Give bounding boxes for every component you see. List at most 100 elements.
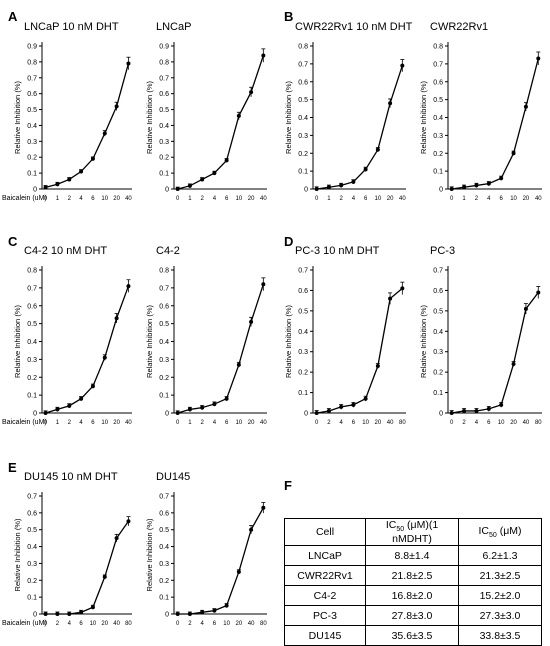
y-tick-label: 0.7 [27, 75, 37, 82]
y-axis-label: Relative Inhibition (%) [13, 305, 22, 378]
x-tick-label: 40 [387, 420, 394, 426]
x-tick-label: 40 [399, 196, 406, 202]
y-tick-label: 0.8 [159, 268, 169, 275]
x-tick-label: 10 [362, 420, 369, 426]
x-tick-label: 40 [260, 196, 267, 202]
table-cell: CWR22Rv1 [284, 565, 366, 587]
x-tick-label: 6 [91, 196, 95, 202]
x-tick-label: 2 [327, 420, 331, 426]
data-point [326, 185, 331, 190]
data-point [511, 361, 516, 366]
data-point [375, 147, 380, 152]
y-tick-label: 0.9 [27, 44, 37, 51]
y-tick-label: 0.5 [298, 97, 308, 104]
y-axis-label: Relative Inhibition (%) [284, 81, 293, 154]
table-cell: 8.8±1.4 [365, 545, 459, 567]
y-tick-label: 0.4 [298, 115, 308, 122]
y-tick-label: 0.7 [159, 285, 169, 292]
y-tick-label: 0 [439, 187, 443, 194]
table-cell: 35.6±3.5 [365, 625, 459, 646]
y-tick-label: 0 [165, 187, 169, 194]
x-tick-label: 1 [56, 196, 60, 202]
y-tick-label: 0.4 [159, 339, 169, 346]
x-tick-label: 2 [200, 420, 204, 426]
table-cell: 16.8±2.0 [365, 585, 459, 607]
y-tick-label: 0.1 [159, 393, 169, 400]
x-tick-label: 20 [375, 420, 382, 426]
header-text: (μM)(1 nMDHT) [392, 519, 439, 546]
y-tick-label: 0.3 [433, 349, 443, 356]
x-tick-label: 20 [510, 420, 517, 426]
data-point [67, 612, 72, 616]
x-tick-label: 4 [68, 621, 72, 627]
y-tick-label: 0.7 [27, 285, 37, 292]
chart-title: C4-2 10 nM DHT [24, 245, 107, 257]
x-tick-label: 20 [113, 420, 120, 426]
chart-title: LNCaP [156, 21, 191, 33]
data-point [175, 411, 180, 415]
y-tick-label: 0.5 [159, 107, 169, 114]
y-tick-label: 0.3 [298, 133, 308, 140]
table-cell: PC-3 [284, 605, 366, 627]
table-row: PC-3 27.8±3.0 27.3±3.0 [284, 605, 542, 627]
data-point [474, 408, 479, 413]
y-tick-label: 0.4 [159, 123, 169, 130]
x-tick-label: 4 [339, 420, 343, 426]
y-tick-label: 0.1 [433, 169, 443, 176]
data-point [499, 176, 504, 181]
x-tick-label: 40 [248, 621, 255, 627]
data-point [249, 319, 254, 324]
y-tick-label: 0.5 [159, 527, 169, 534]
x-tick-label: 20 [387, 196, 394, 202]
data-point [351, 402, 356, 407]
y-axis-label: Relative Inhibition (%) [284, 305, 293, 378]
x-tick-label: 20 [236, 621, 243, 627]
x-tick-label: 0 [450, 196, 454, 202]
chart-title: CWR22Rv1 [430, 21, 488, 33]
y-tick-label: 0.4 [433, 115, 443, 122]
y-tick-label: 0.7 [433, 61, 443, 68]
chart-title: PC-3 [430, 245, 455, 257]
data-point [363, 396, 368, 401]
x-tick-label: 2 [475, 196, 479, 202]
x-tick-label: 2 [339, 196, 343, 202]
y-tick-label: 0.1 [27, 171, 37, 178]
data-point [126, 284, 131, 289]
chart-title: DU145 [156, 471, 190, 483]
header-ic50-dht: IC50 (μM)(1 nMDHT) [365, 517, 459, 547]
y-tick-label: 0 [33, 187, 37, 194]
header-text: IC [385, 519, 397, 531]
data-point [200, 177, 205, 182]
y-axis-label: Relative Inhibition (%) [419, 81, 428, 154]
series-line [316, 65, 403, 190]
table-cell: LNCaP [284, 545, 366, 567]
data-point [114, 536, 119, 541]
y-tick-label: 0.2 [159, 375, 169, 382]
table-cell: 15.2±2.0 [458, 585, 542, 607]
panel-label-e: E [8, 460, 17, 475]
table-cell: 27.8±3.0 [365, 605, 459, 627]
y-tick-label: 0 [439, 411, 443, 418]
y-tick-label: 0.3 [27, 357, 37, 364]
panel-label-a: A [8, 9, 18, 24]
data-point [43, 612, 48, 616]
y-tick-label: 0 [33, 612, 37, 619]
data-point [67, 403, 72, 408]
x-tick-label: 4 [487, 196, 491, 202]
data-point [474, 183, 479, 188]
chart-title: PC-3 10 nM DHT [295, 245, 380, 257]
data-point [224, 603, 229, 608]
data-point [187, 407, 192, 412]
data-point [43, 185, 48, 190]
data-point [523, 306, 528, 311]
data-point [126, 519, 131, 524]
x-tick-label: 80 [125, 621, 132, 627]
data-point [175, 612, 180, 616]
y-tick-label: 0.4 [433, 329, 443, 336]
header-ic50: IC50 (μM) [458, 517, 542, 547]
data-point [536, 56, 541, 61]
y-tick-label: 0.5 [159, 321, 169, 328]
x-tick-label: 4 [352, 196, 356, 202]
chart-d1: PC-3 10 nM DHT 0 0.1 0.2 0.3 0.4 0.5 0.6 0.7 Rela… [284, 245, 406, 426]
data-point [536, 290, 541, 295]
